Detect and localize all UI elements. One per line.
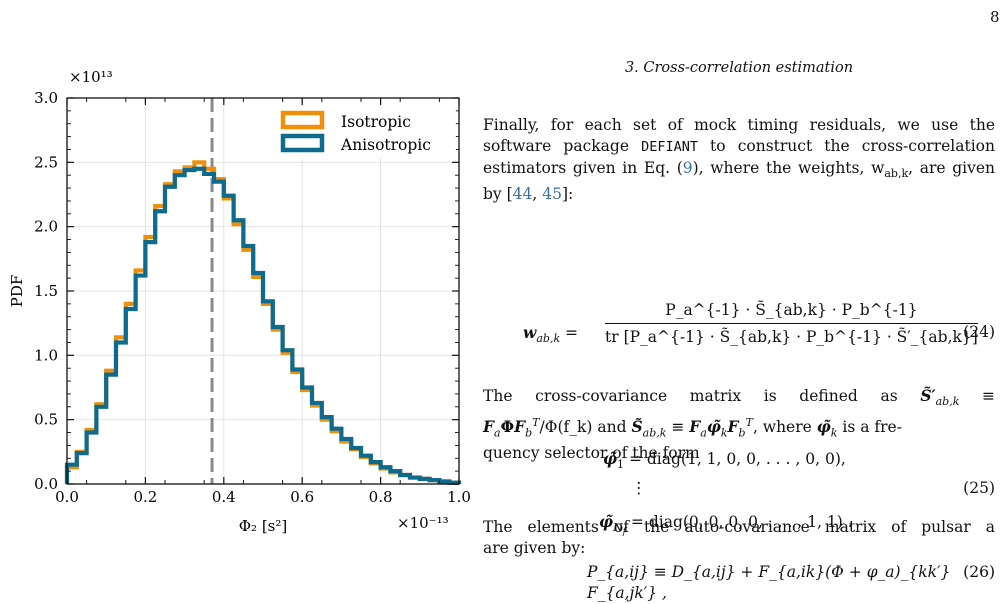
y-tick-label: 1.0 <box>34 346 58 364</box>
x-multiplier: ×10⁻¹³ <box>397 514 449 532</box>
y-tick-label: 0.0 <box>34 475 58 493</box>
equation-26: P_{a,ij} ≡ D_{a,ij} + F_{a,ik}(Φ + φ_a)_… <box>587 563 995 602</box>
paragraph-cross-covariance: The cross-covariance matrix is defined a… <box>483 386 995 463</box>
legend-label-anisotropic: Anisotropic <box>340 136 431 154</box>
y-axis-label: PDF <box>8 275 26 308</box>
legend-swatch-anisotropic <box>280 133 325 153</box>
eq24-numerator: P_a^{-1} · S̃_{ab,k} · P_b^{-1} <box>605 300 978 324</box>
eq24-denominator: tr [P_a^{-1} · S̃_{ab,k} · P_b^{-1} · S̃… <box>605 328 978 346</box>
y-tick-label: 3.0 <box>34 89 58 107</box>
x-tick-label: 0.4 <box>212 488 236 506</box>
x-axis-label: Φ₂ [s²] <box>239 517 288 535</box>
y-tick-label: 1.5 <box>34 282 58 300</box>
x-tick-label: 0.6 <box>290 488 314 506</box>
legend-swatch-isotropic <box>280 110 325 130</box>
section-title: 3. Cross-correlation estimation <box>624 60 854 76</box>
y-multiplier: ×10¹³ <box>69 68 113 86</box>
eq-ref-9[interactable]: 9 <box>682 159 693 177</box>
legend-label-isotropic: Isotropic <box>341 113 411 131</box>
legend: Isotropic Anisotropic <box>276 106 456 158</box>
eq26-number: (26) <box>963 563 995 581</box>
eq24-number: (24) <box>963 323 995 341</box>
y-tick-label: 2.0 <box>34 218 58 236</box>
software-name: DEFIANT <box>641 139 698 155</box>
equation-25: φ̃1 = diag(1, 1, 0, 0, . . . , 0, 0), ⋮ … <box>599 449 995 538</box>
y-tick-label: 0.5 <box>34 411 58 429</box>
x-tick-label: 0.8 <box>369 488 393 506</box>
y-tick-label: 2.5 <box>34 153 58 171</box>
citation-44[interactable]: 44 <box>512 185 533 204</box>
x-tick-label: 1.0 <box>447 488 471 506</box>
x-tick-label: 0.0 <box>55 488 79 506</box>
eq24-fraction: P_a^{-1} · S̃_{ab,k} · P_b^{-1} tr [P_a^… <box>605 300 978 348</box>
page-number: 8 <box>990 8 1000 26</box>
citation-45[interactable]: 45 <box>542 185 562 204</box>
equation-24: wab,k = P_a^{-1} · S̃_{ab,k} · P_b^{-1} … <box>523 300 995 348</box>
paragraph-weights: Finally, for each set of mock timing res… <box>483 116 995 204</box>
series-line-anisotropic <box>64 166 462 485</box>
x-tick-label: 0.2 <box>133 488 157 506</box>
paragraph-auto-covariance: The elements of the auto-covariance matr… <box>483 518 995 557</box>
eq25-number: (25) <box>963 479 995 497</box>
pdf-histogram-figure: 0.0 0.2 0.4 0.6 0.8 1.00.00.51.01.52.02.53.0 … <box>8 68 471 535</box>
